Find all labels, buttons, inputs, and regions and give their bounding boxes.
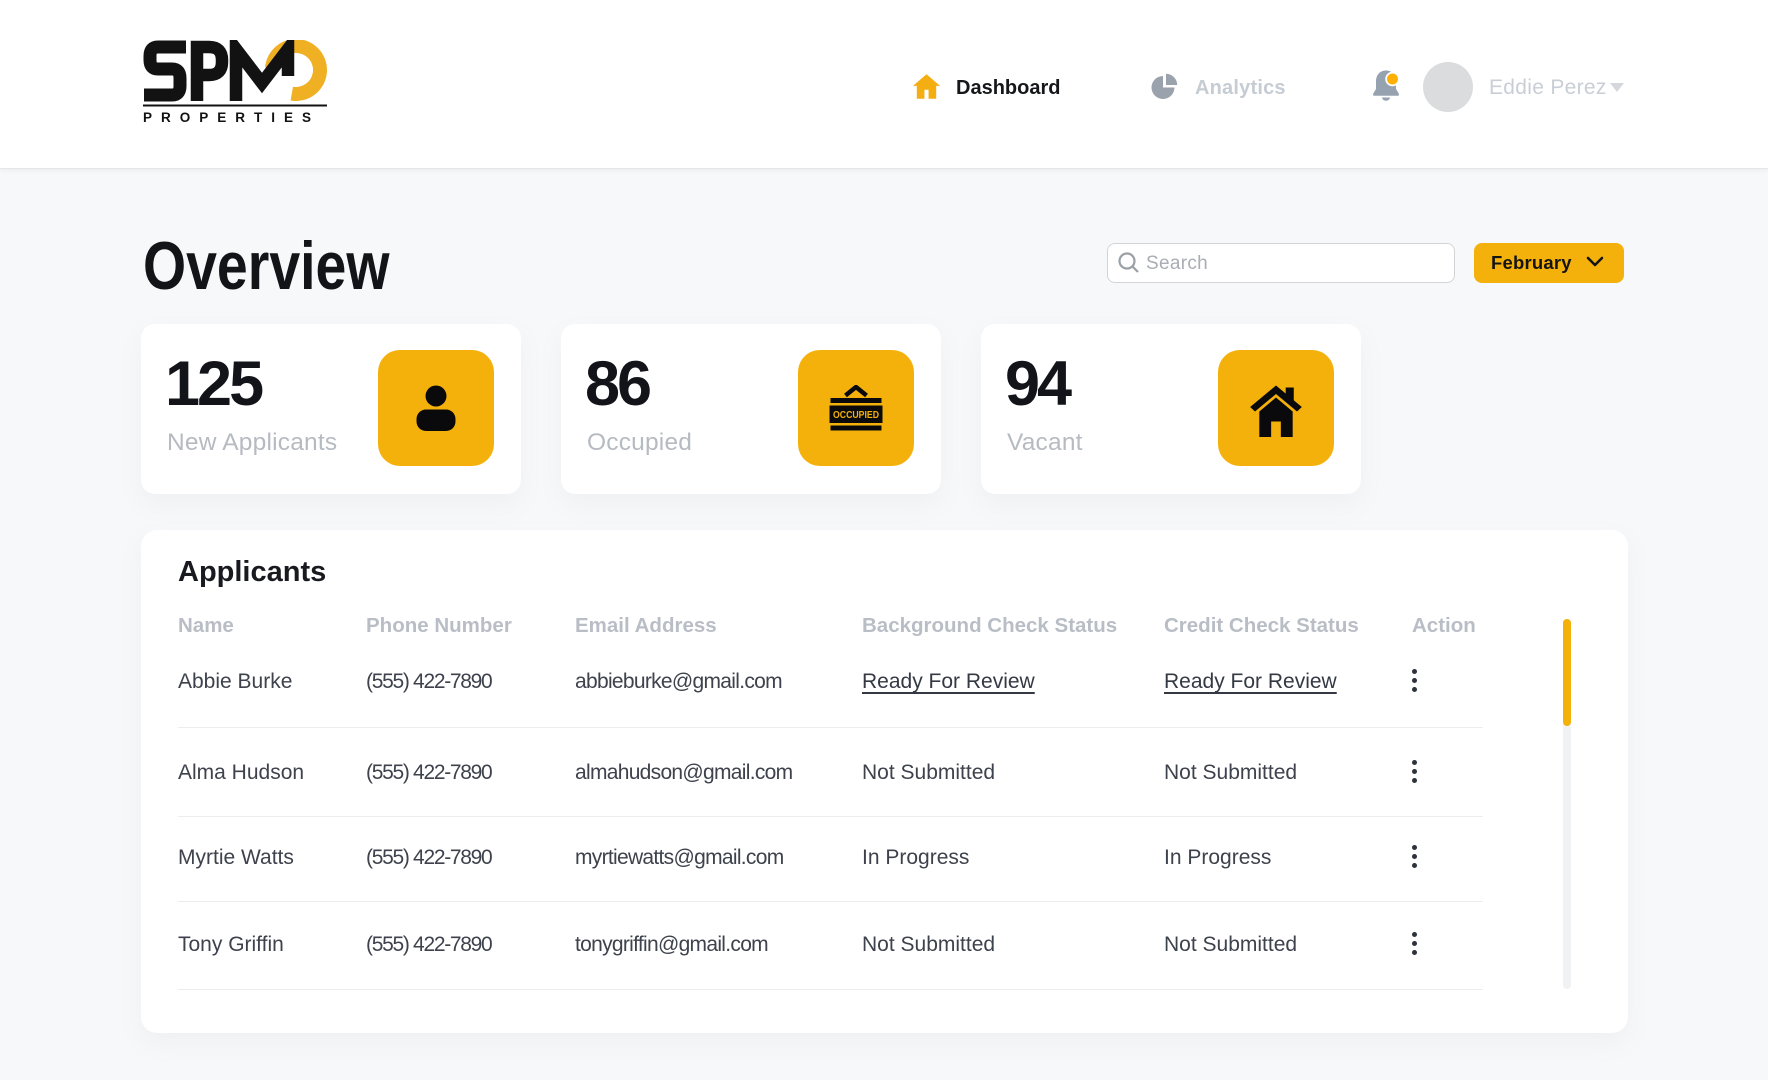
svg-text:PROPERTIES: PROPERTIES [143,110,320,125]
svg-text:OCCUPIED: OCCUPIED [833,410,879,421]
